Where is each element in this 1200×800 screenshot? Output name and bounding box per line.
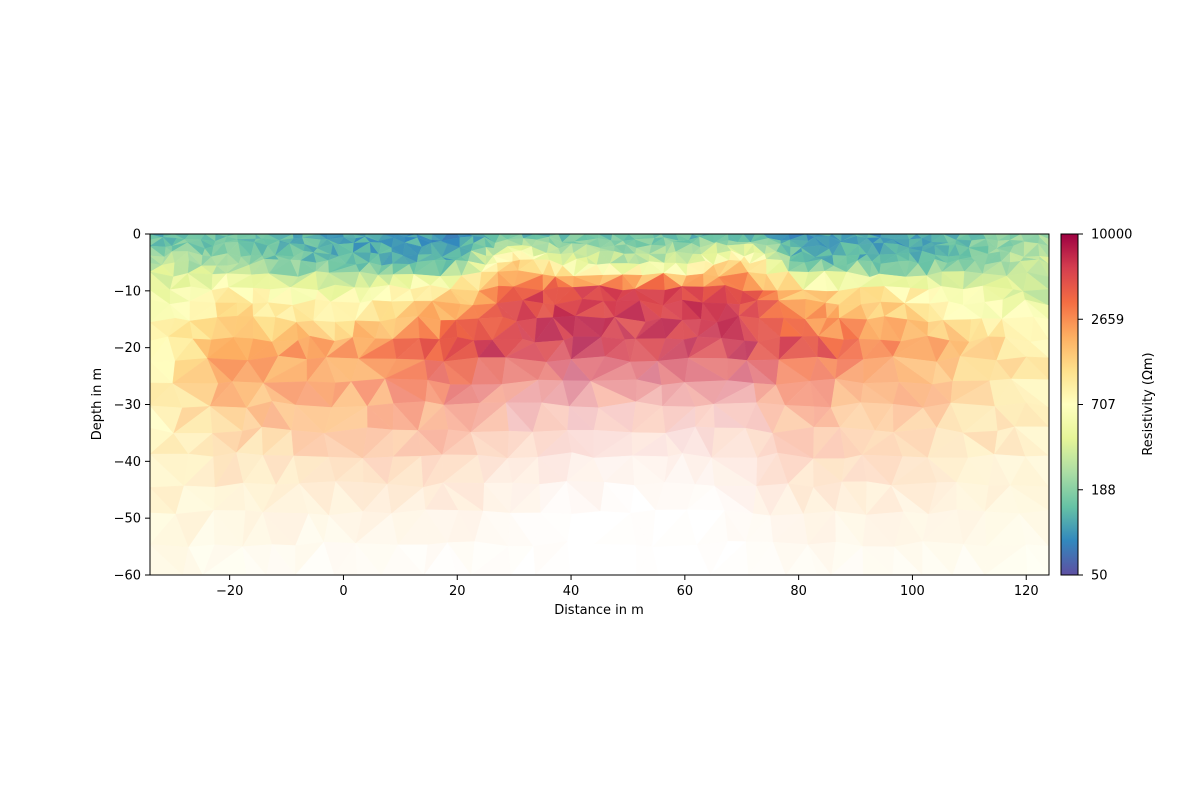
mesh-cell (1038, 259, 1049, 278)
mesh-cell (1038, 234, 1049, 240)
mesh-cell (1025, 455, 1049, 488)
mesh-cell (1030, 339, 1049, 359)
mesh-cell (1025, 356, 1049, 380)
colorbar-tick-label: 188 (1091, 483, 1116, 498)
mesh-cell (1009, 485, 1049, 511)
colorbar-tick-label: 50 (1091, 569, 1108, 584)
colorbar-tick-label: 2659 (1091, 313, 1124, 328)
colorbar-label: Resistivity (Ωm) (1141, 352, 1156, 455)
y-tick-label: 0 (133, 228, 141, 243)
mesh-cell (1038, 255, 1049, 265)
y-axis-label: Depth in m (90, 368, 105, 440)
y-tick-label: −30 (114, 398, 141, 413)
x-axis-label: Distance in m (554, 603, 644, 618)
x-tick-label: 80 (790, 584, 807, 599)
y-tick-label: −40 (114, 455, 141, 470)
mesh-cell (1025, 402, 1049, 428)
mesh-cell (1022, 289, 1049, 306)
colorbar-ticks: 50 188 707 2659 10000 (1078, 228, 1132, 584)
x-axis: −20 0 20 40 60 80 100 120 (216, 575, 1039, 599)
mesh-cell (1038, 236, 1049, 247)
mesh-cell (1025, 299, 1049, 320)
x-tick-label: 40 (563, 584, 580, 599)
resistivity-mesh (150, 234, 1049, 575)
mesh-cell (1014, 426, 1049, 457)
x-tick-label: −20 (216, 584, 243, 599)
x-tick-label: 60 (677, 584, 694, 599)
y-axis: 0 −10 −20 −30 −40 −50 −60 (114, 228, 150, 584)
x-tick-label: 100 (900, 584, 925, 599)
y-tick-label: −10 (114, 284, 141, 299)
colorbar (1060, 233, 1079, 576)
y-tick-label: −50 (114, 512, 141, 527)
x-tick-label: 20 (449, 584, 466, 599)
x-tick-label: 0 (339, 584, 347, 599)
colorbar-tick-label: 707 (1091, 398, 1116, 413)
x-tick-label: 120 (1014, 584, 1039, 599)
y-tick-label: −60 (114, 569, 141, 584)
mesh-cell (1037, 243, 1049, 258)
mesh-cell (1019, 510, 1049, 547)
colorbar-tick-label: 10000 (1091, 228, 1132, 243)
mesh-cell (1027, 272, 1049, 290)
mesh-cell (1025, 544, 1049, 575)
y-tick-label: −20 (114, 341, 141, 356)
mesh-cell (1033, 316, 1049, 340)
mesh-cell (1010, 378, 1049, 408)
